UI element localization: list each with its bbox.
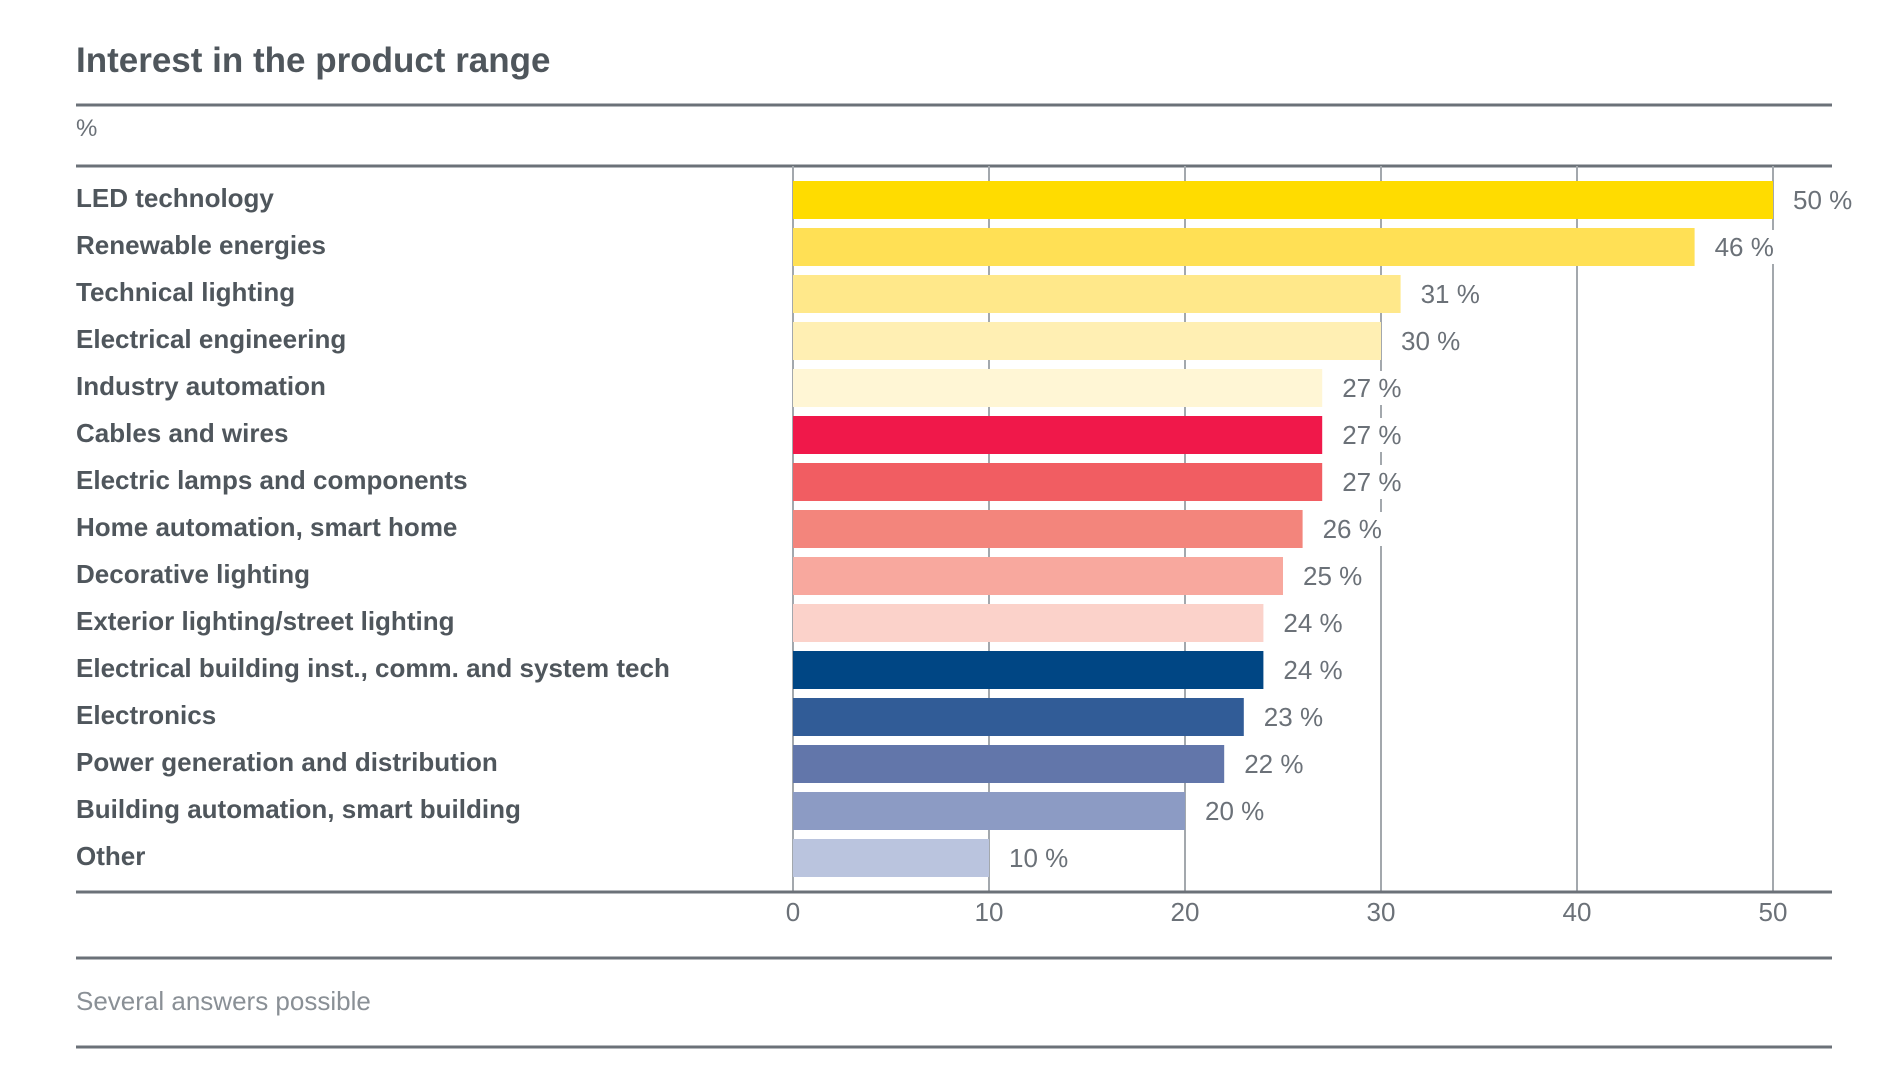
value-label-backdrop xyxy=(1781,183,1855,217)
bar xyxy=(793,557,1283,595)
value-label-backdrop xyxy=(1330,465,1405,499)
value-label: 26 % xyxy=(1323,514,1382,544)
bar xyxy=(793,792,1185,830)
value-label-backdrop xyxy=(1310,512,1385,546)
value-labels: 50 %46 %31 %30 %27 %27 %27 %26 %25 %24 %… xyxy=(997,183,1855,875)
category-label: Building automation, smart building xyxy=(76,794,521,824)
value-label-backdrop xyxy=(1330,371,1405,405)
bar xyxy=(793,275,1401,313)
value-label: 27 % xyxy=(1342,467,1401,497)
x-tick-labels: 0 10 20 30 40 50 xyxy=(786,897,1788,927)
bars-group xyxy=(793,181,1773,877)
x-tick-label: 20 xyxy=(1171,897,1200,927)
value-label-backdrop xyxy=(1330,418,1405,452)
bar xyxy=(793,181,1773,219)
value-label-backdrop xyxy=(1232,747,1307,781)
x-tick-label: 50 xyxy=(1759,897,1788,927)
value-label: 46 % xyxy=(1715,232,1774,262)
value-label: 23 % xyxy=(1264,702,1323,732)
bar xyxy=(793,322,1381,360)
category-label: Home automation, smart home xyxy=(76,512,457,542)
value-label: 24 % xyxy=(1283,655,1342,685)
category-label: Exterior lighting/street lighting xyxy=(76,606,454,636)
category-label: Decorative lighting xyxy=(76,559,310,589)
bar xyxy=(793,510,1303,548)
category-label: Other xyxy=(76,841,145,871)
value-label: 30 % xyxy=(1401,326,1460,356)
value-label-backdrop xyxy=(1193,794,1267,828)
value-label-backdrop xyxy=(1408,277,1483,311)
value-label: 22 % xyxy=(1244,749,1303,779)
bar xyxy=(793,228,1695,266)
x-tick-label: 40 xyxy=(1563,897,1592,927)
chart-title: Interest in the product range xyxy=(76,41,551,80)
value-label-backdrop xyxy=(1271,653,1346,687)
category-label: Electronics xyxy=(76,700,216,730)
category-label: Cables and wires xyxy=(76,418,288,448)
value-label-backdrop xyxy=(1702,230,1777,264)
value-label-backdrop xyxy=(1291,559,1365,593)
value-label: 20 % xyxy=(1205,796,1264,826)
category-label: Power generation and distribution xyxy=(76,747,498,777)
bar xyxy=(793,651,1264,689)
value-label: 50 % xyxy=(1793,185,1852,215)
category-label: Industry automation xyxy=(76,371,326,401)
value-label-backdrop xyxy=(1389,324,1463,358)
value-label: 27 % xyxy=(1342,420,1401,450)
unit-label: % xyxy=(76,115,97,142)
bar xyxy=(793,839,989,877)
category-label: Electrical engineering xyxy=(76,324,346,354)
category-labels: LED technology Renewable energies Technica… xyxy=(76,183,670,871)
value-label: 24 % xyxy=(1283,608,1342,638)
value-label-backdrop xyxy=(997,841,1071,875)
value-label: 25 % xyxy=(1303,561,1362,591)
category-label: LED technology xyxy=(76,183,274,213)
x-tick-label: 0 xyxy=(786,897,800,927)
bar xyxy=(793,463,1323,501)
bar xyxy=(793,369,1323,407)
category-label: Electric lamps and components xyxy=(76,465,468,495)
value-label-backdrop xyxy=(1251,700,1326,734)
value-label: 31 % xyxy=(1421,279,1480,309)
bar xyxy=(793,698,1244,736)
category-label: Electrical building inst., comm. and sys… xyxy=(76,653,670,683)
value-label: 10 % xyxy=(1009,843,1068,873)
bar xyxy=(793,745,1225,783)
x-tick-label: 30 xyxy=(1367,897,1396,927)
category-label: Renewable energies xyxy=(76,230,326,260)
category-label: Technical lighting xyxy=(76,277,295,307)
bar xyxy=(793,604,1264,642)
x-tick-label: 10 xyxy=(975,897,1004,927)
bar xyxy=(793,416,1323,454)
footnote: Several answers possible xyxy=(76,986,371,1016)
value-label-backdrop xyxy=(1271,606,1346,640)
value-label: 27 % xyxy=(1342,373,1401,403)
